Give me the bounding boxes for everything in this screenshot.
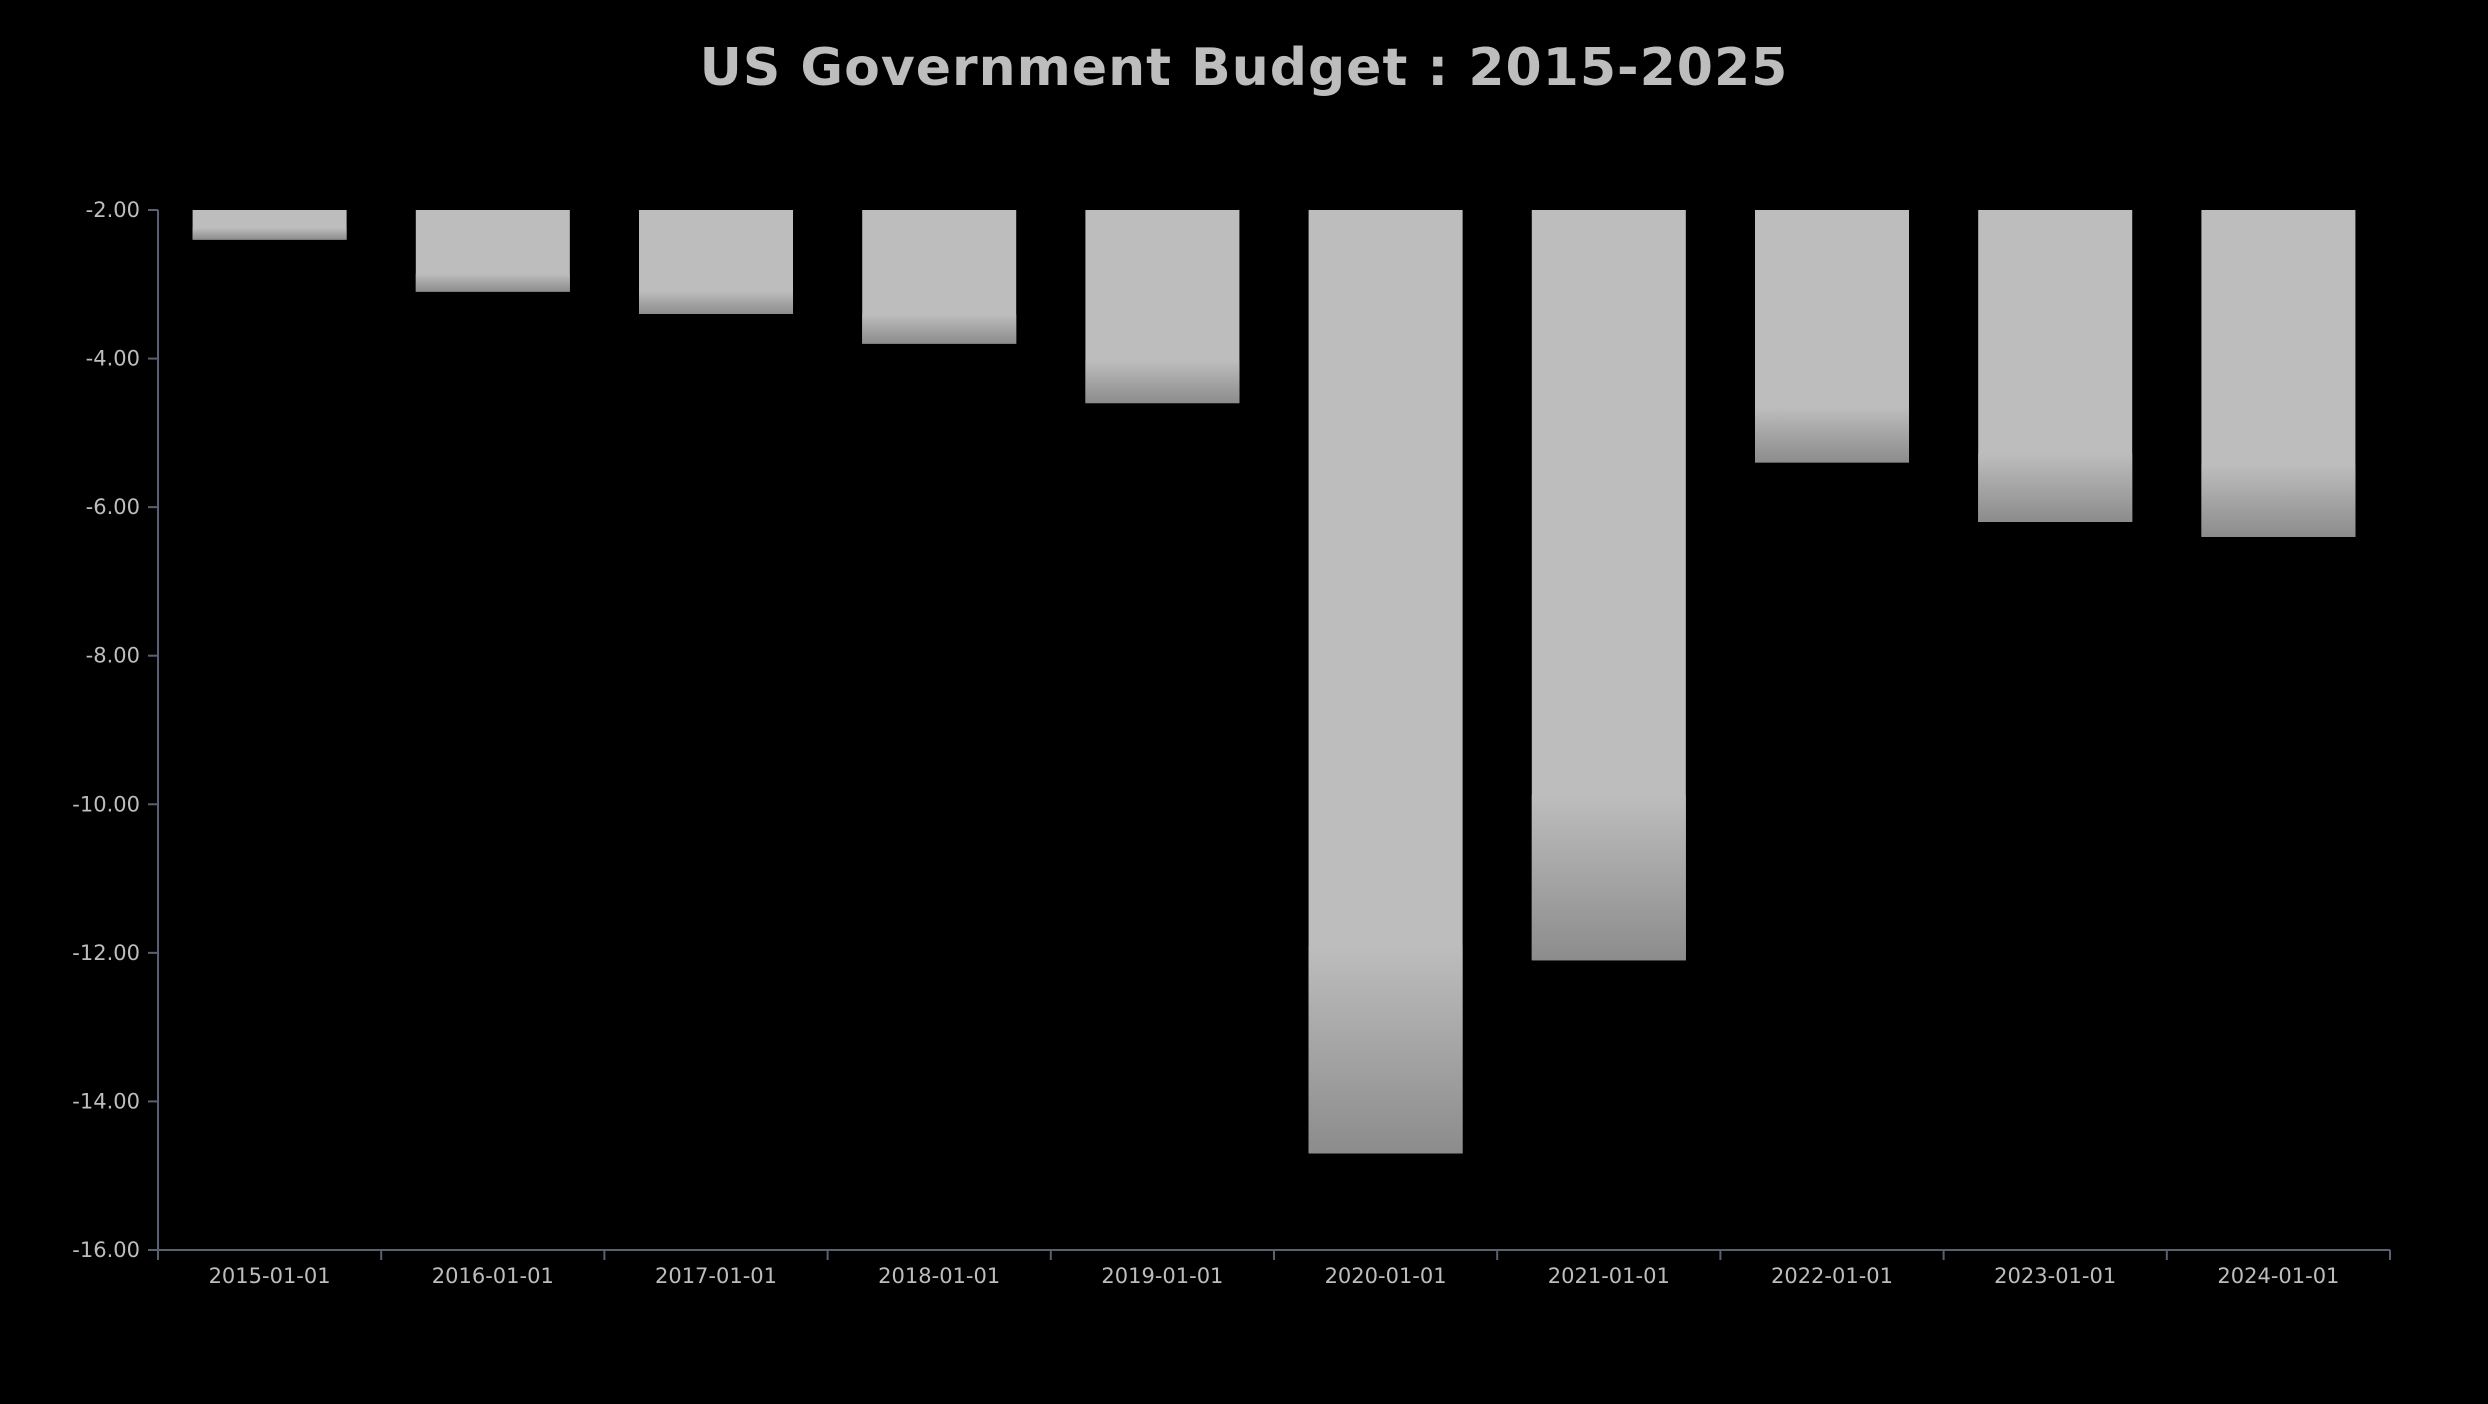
bar-group <box>862 210 1017 344</box>
bar-shade <box>862 314 1017 344</box>
x-tick-label: 2020-01-01 <box>1325 1264 1447 1288</box>
bar-shade <box>639 291 794 314</box>
x-tick-label: 2015-01-01 <box>209 1264 331 1288</box>
x-tick-label: 2018-01-01 <box>878 1264 1000 1288</box>
bar-group <box>1978 210 2133 522</box>
y-tick-label: -8.00 <box>86 644 140 668</box>
chart-title: US Government Budget : 2015-2025 <box>699 38 1789 98</box>
x-tick-label: 2017-01-01 <box>655 1264 777 1288</box>
bar-shade <box>1308 945 1463 1154</box>
bar-group <box>1308 210 1463 1154</box>
x-tick-label: 2021-01-01 <box>1548 1264 1670 1288</box>
y-tick-label: -12.00 <box>72 941 140 965</box>
bar-shade <box>1978 453 2133 522</box>
bar-group <box>639 210 794 314</box>
y-tick-label: -14.00 <box>72 1089 140 1113</box>
y-tick-label: -16.00 <box>72 1238 140 1262</box>
bar-group <box>2201 210 2356 537</box>
bar-shade <box>192 227 347 240</box>
bar-group <box>415 210 570 292</box>
bar-group <box>1085 210 1240 404</box>
bar-shade <box>415 273 570 292</box>
bar-group <box>1531 210 1686 961</box>
y-tick-label: -2.00 <box>86 198 140 222</box>
x-tick-label: 2019-01-01 <box>1101 1264 1223 1288</box>
bar-shade <box>2201 464 2356 537</box>
bar-shade <box>1085 360 1240 404</box>
x-tick-label: 2023-01-01 <box>1994 1264 2116 1288</box>
bar-shade <box>1531 795 1686 961</box>
bar-group <box>1755 210 1910 463</box>
y-tick-label: -10.00 <box>72 792 140 816</box>
x-tick-label: 2016-01-01 <box>432 1264 554 1288</box>
axes: -2.00 -4.00 -6.00 -8.00 -10.00 -12.00 -14.00 -1… <box>72 198 2391 1288</box>
bar-shade <box>1755 407 1910 463</box>
y-tick-label: -6.00 <box>86 495 140 519</box>
x-tick-label: 2022-01-01 <box>1771 1264 1893 1288</box>
y-tick-label: -4.00 <box>86 347 140 371</box>
x-tick-label: 2024-01-01 <box>2217 1264 2339 1288</box>
bar-group <box>192 210 347 240</box>
bars-layer <box>192 210 2356 1154</box>
